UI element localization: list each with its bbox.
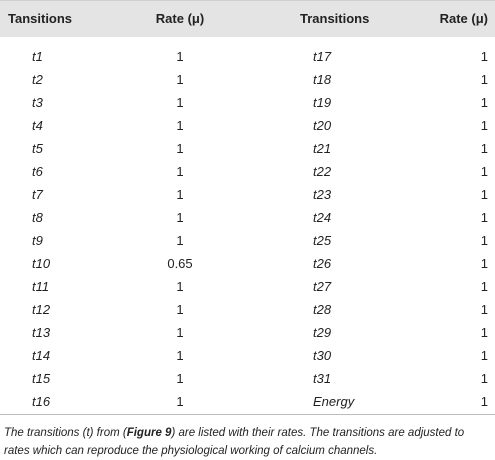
transition-cell: t20	[313, 118, 332, 133]
transition-cell: t22	[313, 164, 332, 179]
rate-cell: 1	[480, 141, 488, 156]
rate-cell: 1	[176, 118, 184, 133]
transition-cell: t15	[32, 371, 51, 386]
header-cell: Rate (μ)	[155, 11, 205, 26]
transition-cell: t14	[32, 348, 51, 363]
transition-cell: t31	[313, 371, 332, 386]
rate-cell: 1	[480, 256, 488, 271]
caption-figure-ref: Figure 9	[126, 427, 172, 439]
transition-cell: t29	[313, 325, 332, 340]
rate-cell: 1	[176, 325, 184, 340]
rate-cell: 1	[176, 371, 184, 386]
rate-cell: 1	[480, 72, 488, 87]
transition-cell: t13	[32, 325, 51, 340]
rate-cell: 1	[480, 49, 488, 64]
transition-cell: Energy	[313, 394, 355, 409]
rate-cell: 1	[176, 95, 184, 110]
transition-cell: t3	[32, 95, 43, 110]
header-cell: Rate (μ)	[439, 11, 488, 26]
caption-text: The transitions (t) from (	[4, 427, 127, 439]
rate-cell: 1	[480, 371, 488, 386]
transition-cell: t21	[313, 141, 332, 156]
transition-cell: t11	[32, 279, 50, 294]
rate-cell: 1	[480, 95, 488, 110]
rate-cell: 1	[176, 141, 184, 156]
rate-cell: 1	[480, 210, 488, 225]
transition-cell: t17	[313, 49, 332, 64]
rate-cell: 1	[176, 394, 184, 409]
transition-cell: t27	[313, 279, 332, 294]
header-cell: Transitions	[300, 11, 370, 26]
transition-cell: t4	[32, 118, 43, 133]
rate-cell: 1	[480, 394, 488, 409]
transition-cell: t10	[32, 256, 51, 271]
rate-cell: 1	[176, 279, 184, 294]
rate-cell: 1	[176, 164, 184, 179]
rate-cell: 1	[176, 72, 184, 87]
transition-cell: t9	[32, 233, 43, 248]
rate-cell: 1	[176, 302, 184, 317]
rate-cell: 1	[480, 233, 488, 248]
transition-cell: t2	[32, 72, 43, 87]
transition-cell: t26	[313, 256, 332, 271]
transition-cell: t5	[32, 141, 43, 156]
rate-cell: 1	[480, 118, 488, 133]
rate-cell: 1	[176, 187, 184, 202]
transition-cell: t12	[32, 302, 51, 317]
transition-cell: t19	[313, 95, 332, 110]
caption: The transitions (t) from (Figure 9) are …	[4, 424, 492, 460]
header-row	[0, 0, 495, 37]
transition-cell: t28	[313, 302, 332, 317]
transition-cell: t24	[313, 210, 332, 225]
rate-cell: 1	[480, 325, 488, 340]
rate-cell: 1	[480, 348, 488, 363]
transition-cell: t23	[313, 187, 332, 202]
rate-cell: 1	[176, 348, 184, 363]
rate-cell: 1	[480, 164, 488, 179]
header-cell: Tansitions	[8, 11, 73, 26]
transition-cell: t8	[32, 210, 43, 225]
rate-cell: 1	[480, 279, 488, 294]
transition-cell: t25	[313, 233, 332, 248]
table-bottom-rule	[0, 414, 495, 415]
transition-cell: t30	[313, 348, 332, 363]
transition-cell: t16	[32, 394, 51, 409]
transition-cell: t6	[32, 164, 43, 179]
rate-cell: 1	[480, 302, 488, 317]
rate-cell: 1	[176, 49, 184, 64]
rate-cell: 0.65	[167, 256, 193, 271]
transition-cell: t7	[32, 187, 43, 202]
caption-text: ) are listed with their rates. The trans…	[4, 427, 465, 457]
rate-cell: 1	[176, 210, 184, 225]
rate-cell: 1	[176, 233, 184, 248]
rate-cell: 1	[480, 187, 488, 202]
transition-cell: t18	[313, 72, 332, 87]
transition-cell: t1	[32, 49, 43, 64]
